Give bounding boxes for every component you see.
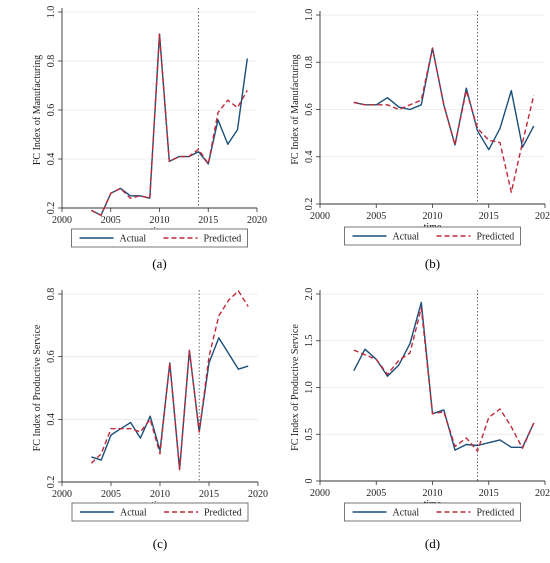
legend: Actual Predicted (71, 502, 249, 522)
y-axis-label: FC Index of Productive Service (32, 324, 43, 451)
y-tick-label: 0.6 (46, 104, 57, 117)
x-tick-label: 2020 (535, 211, 550, 222)
y-tick-label: 0.8 (46, 288, 57, 301)
x-tick-label: 2010 (150, 215, 170, 226)
legend: Actual Predicted (344, 502, 521, 522)
legend-box (71, 502, 249, 522)
y-tick-label: 1.5 (304, 335, 315, 348)
y-tick-label: 1.0 (304, 9, 315, 22)
legend-label-actual: Actual (393, 508, 420, 519)
y-axis-label: FC Index of Manufacturing (290, 54, 301, 164)
y-tick-label: 0 (304, 479, 315, 484)
panel-d: 00.51.01.52.020002005201020152020timeFC … (290, 288, 550, 551)
legend: Actual Predicted (344, 226, 521, 246)
y-tick-label: 0.8 (46, 55, 57, 68)
panel-caption: (d) (425, 536, 440, 551)
legend-box (71, 228, 248, 248)
predicted-series-line (90, 290, 249, 471)
x-tick-label: 2020 (248, 489, 268, 500)
predicted-series-line (353, 307, 535, 452)
x-tick-label: 2020 (535, 488, 550, 499)
x-tick-label: 2000 (52, 215, 72, 226)
panel-caption: (a) (152, 256, 166, 271)
legend-label-predicted: Predicted (204, 234, 242, 245)
x-tick-label: 2015 (479, 211, 499, 222)
y-tick-label: 0.5 (304, 428, 315, 441)
x-tick-label: 2010 (150, 489, 170, 500)
legend-label-actual: Actual (120, 234, 147, 245)
y-tick-label: 0.2 (46, 202, 57, 215)
y-tick-label: 0.8 (304, 56, 315, 69)
actual-series-line (353, 47, 535, 151)
y-axis-label: FC Index of Manufacturing (32, 55, 43, 165)
legend-label-predicted: Predicted (204, 508, 242, 519)
panel-a: 0.20.40.60.81.020002005201020152020timeF… (32, 6, 267, 271)
panel-b: 0.20.40.60.81.020002005201020152020timeF… (290, 9, 550, 271)
y-tick-label: 2.0 (304, 288, 315, 301)
legend-label-actual: Actual (120, 508, 147, 519)
x-tick-label: 2015 (479, 488, 499, 499)
y-tick-label: 0.2 (304, 198, 315, 211)
y-tick-label: 0.6 (46, 350, 57, 363)
predicted-series-line (90, 33, 248, 217)
y-axis-label: FC Index of Productive Service (290, 324, 301, 451)
legend-label-actual: Actual (393, 232, 420, 243)
x-tick-label: 2005 (101, 215, 121, 226)
x-tick-label: 2005 (366, 488, 386, 499)
x-tick-label: 2020 (247, 215, 267, 226)
y-tick-label: 1.0 (304, 381, 315, 394)
actual-series-line (353, 301, 535, 451)
legend-box (344, 502, 521, 522)
panel-caption: (c) (153, 536, 167, 551)
legend-label-predicted: Predicted (477, 232, 515, 243)
predicted-series-line (353, 47, 535, 193)
legend: Actual Predicted (71, 228, 248, 248)
x-tick-label: 2010 (423, 488, 443, 499)
y-tick-label: 0.4 (46, 413, 57, 426)
x-tick-label: 2000 (310, 488, 330, 499)
y-tick-label: 1.0 (46, 6, 57, 19)
x-tick-label: 2000 (52, 489, 72, 500)
y-tick-label: 0.2 (46, 476, 57, 489)
panel-c: 0.20.40.60.820002005201020152020timeFC I… (32, 288, 268, 551)
legend-box (344, 226, 521, 246)
x-tick-label: 2005 (101, 489, 121, 500)
y-tick-label: 0.4 (304, 151, 315, 164)
actual-series-line (91, 337, 249, 471)
panel-caption: (b) (425, 256, 440, 271)
x-tick-label: 2005 (366, 211, 386, 222)
y-tick-label: 0.6 (304, 103, 315, 116)
x-tick-label: 2000 (310, 211, 330, 222)
y-tick-label: 0.4 (46, 153, 57, 166)
legend-label-predicted: Predicted (477, 508, 515, 519)
x-tick-label: 2015 (198, 215, 218, 226)
x-tick-label: 2015 (199, 489, 219, 500)
x-tick-label: 2010 (423, 211, 443, 222)
